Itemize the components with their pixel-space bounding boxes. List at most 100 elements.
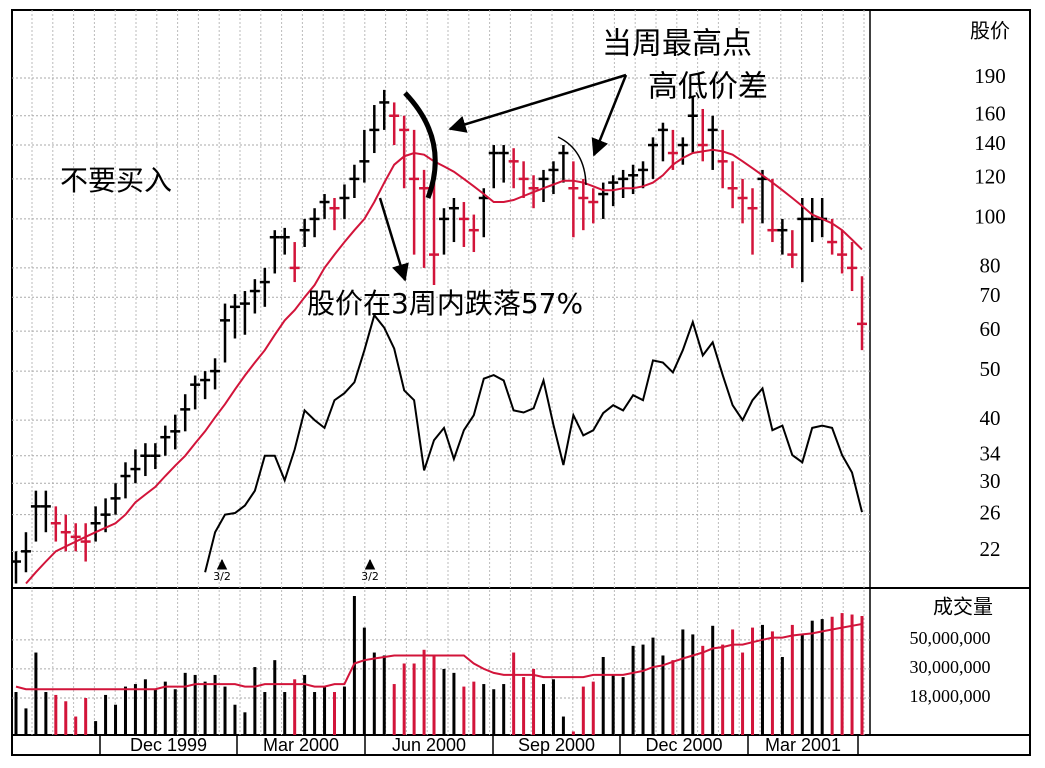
x-tick-label: Dec 1999 [130, 735, 207, 755]
volume-bar [492, 689, 496, 735]
x-tick-label: Dec 2000 [645, 735, 722, 755]
volume-bar [362, 627, 366, 735]
volume-bar [820, 619, 824, 735]
volume-bar [522, 677, 526, 735]
volume-bar [34, 652, 38, 735]
volume-bar [14, 692, 18, 735]
split-label: 3/2 [361, 570, 379, 583]
y-tick-label: 34 [980, 442, 1002, 466]
volume-bar [561, 716, 565, 735]
volume-bar [402, 663, 406, 735]
volume-bar [780, 656, 784, 735]
volume-bar [203, 681, 207, 735]
volume-bar [253, 667, 257, 735]
volume-bar [462, 686, 466, 735]
arrow [378, 197, 409, 282]
x-tick-label: Mar 2000 [263, 735, 339, 755]
volume-bar [591, 681, 595, 735]
volume-bar [183, 672, 187, 735]
range-arc [557, 136, 587, 186]
volume-bar [133, 684, 137, 735]
volume-bar [860, 616, 864, 735]
volume-bar [661, 655, 665, 735]
volume-bar [372, 652, 376, 735]
volume-axis-label: 成交量 [933, 595, 993, 619]
volume-bar [711, 625, 715, 735]
volume_ma-line [15, 623, 863, 691]
volume-bar [303, 674, 307, 735]
volume-bar [163, 681, 167, 735]
volume-bar [233, 704, 237, 735]
volume-bar [323, 686, 327, 735]
volume-bar [691, 634, 695, 735]
frame [11, 9, 1031, 756]
volume-bar [213, 674, 217, 735]
volume-bar [621, 677, 625, 735]
annotation: 当周最高点 [602, 27, 752, 62]
y-tick-label: 120 [974, 165, 1006, 189]
volume-bar [571, 731, 575, 735]
volume-bar [452, 672, 456, 735]
volume-bar [731, 629, 735, 735]
volume-bar [770, 631, 774, 735]
y-tick-label: 160 [974, 102, 1006, 126]
volume-bar [243, 712, 247, 735]
y-tick-label: 30 [980, 469, 1001, 493]
volume-bar [611, 674, 615, 735]
range-arc [403, 91, 438, 199]
volume-bar [721, 644, 725, 735]
volume-bar [392, 684, 396, 735]
volume-bar [283, 692, 287, 735]
volume-bar [332, 692, 336, 735]
volume-bar [502, 684, 506, 735]
marks [11, 89, 867, 735]
volume-bar [472, 681, 476, 735]
volume-bar [701, 645, 705, 735]
y-tick-label: 140 [974, 131, 1006, 155]
y-tick-label: 50 [980, 357, 1001, 381]
volume-bar [641, 644, 645, 735]
split-label: 3/2 [213, 570, 231, 583]
volume-bar [512, 652, 516, 735]
volume-tick-label: 18,000,000 [910, 686, 991, 706]
grid [12, 10, 871, 735]
volume-bar [412, 663, 416, 735]
volume-bar [273, 660, 277, 735]
volume-bar [760, 624, 764, 735]
volume-bar [840, 613, 844, 735]
volume-bar [193, 674, 197, 735]
volume-bar [671, 660, 675, 735]
arrow [591, 74, 628, 157]
x-tick-label: Mar 2001 [765, 735, 841, 755]
volume-bar [601, 656, 605, 735]
volume-bar [581, 686, 585, 735]
volume-bar [631, 645, 635, 735]
volume-bar [551, 679, 555, 735]
volume-bar [24, 708, 28, 735]
volume-bar [482, 684, 486, 735]
volume-bar [94, 721, 98, 735]
volume-bar [810, 620, 814, 735]
volume-bar [44, 692, 48, 735]
volume-bar [84, 698, 88, 735]
y-axis-label: 股价 [970, 19, 1010, 43]
volume-bar [114, 704, 118, 735]
volume-bar [173, 689, 177, 735]
x-tick-label: Jun 2000 [392, 735, 466, 755]
annotation: 不要买入 [60, 164, 172, 197]
arrow [448, 73, 627, 133]
volume-bar [432, 655, 436, 735]
rs-line [204, 313, 863, 573]
y-tick-label: 26 [980, 500, 1001, 524]
y-tick-label: 100 [974, 205, 1006, 229]
ma-line [25, 148, 863, 585]
annotation: 高低价差 [648, 70, 768, 105]
y-tick-label: 70 [980, 283, 1001, 307]
volume-bar [651, 637, 655, 735]
volume-bar [422, 649, 426, 735]
volume-bar [293, 679, 297, 735]
volume-bar [313, 692, 317, 735]
y-tick-label: 80 [980, 254, 1001, 278]
x-tick-label: Sep 2000 [518, 735, 595, 755]
